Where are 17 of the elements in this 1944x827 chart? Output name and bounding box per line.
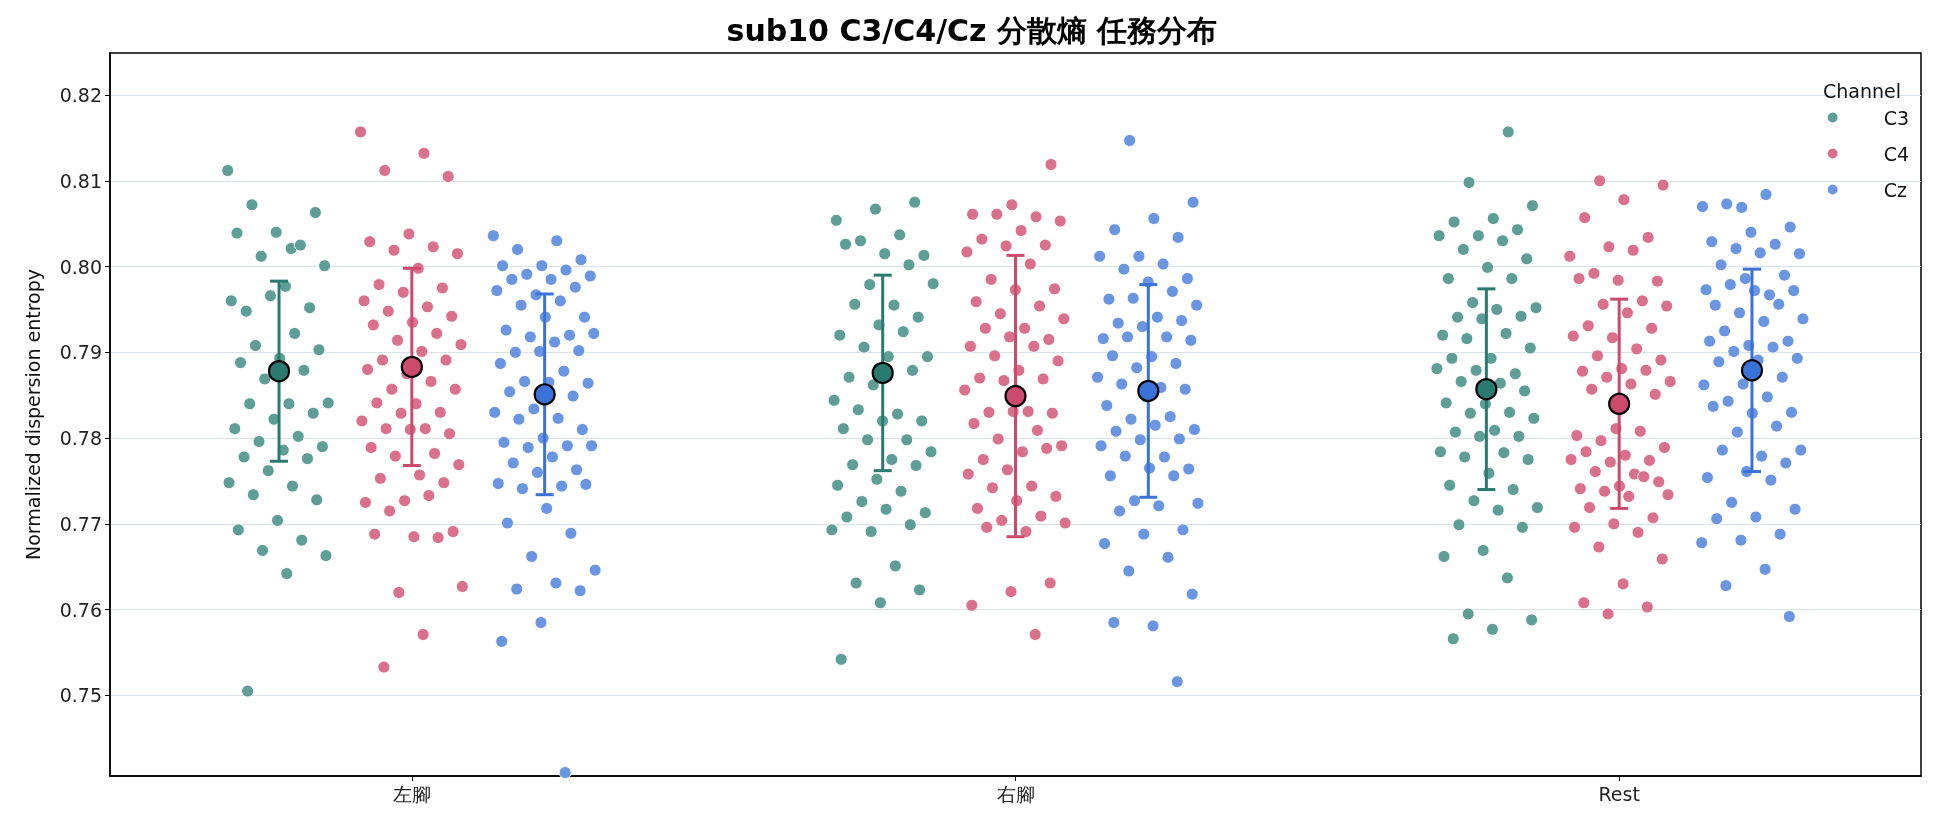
x-tick-label: 左腳 (392, 782, 431, 805)
legend-label: C4 (1883, 142, 1909, 165)
y-tick-label: 0.78 (59, 427, 102, 450)
y-tick-label: 0.82 (59, 84, 102, 107)
y-tick-label: 0.79 (59, 341, 102, 364)
y-axis-title: Normalized dispersion entropy (21, 269, 44, 560)
y-tick-label: 0.81 (59, 169, 102, 192)
y-tick-label: 0.80 (59, 255, 102, 278)
legend-label: Cz (1883, 178, 1907, 201)
y-tick-label: 0.75 (59, 684, 102, 707)
x-tick-label: 右腳 (996, 782, 1035, 805)
x-tick-label: Rest (1598, 782, 1640, 805)
chart-title: sub10 C3/C4/Cz 分散熵 任務分布 (726, 12, 1218, 48)
y-tick-label: 0.77 (59, 512, 102, 535)
legend-title: Channel (1823, 79, 1902, 102)
y-tick-label: 0.76 (59, 598, 102, 621)
legend-label: C3 (1883, 106, 1909, 129)
